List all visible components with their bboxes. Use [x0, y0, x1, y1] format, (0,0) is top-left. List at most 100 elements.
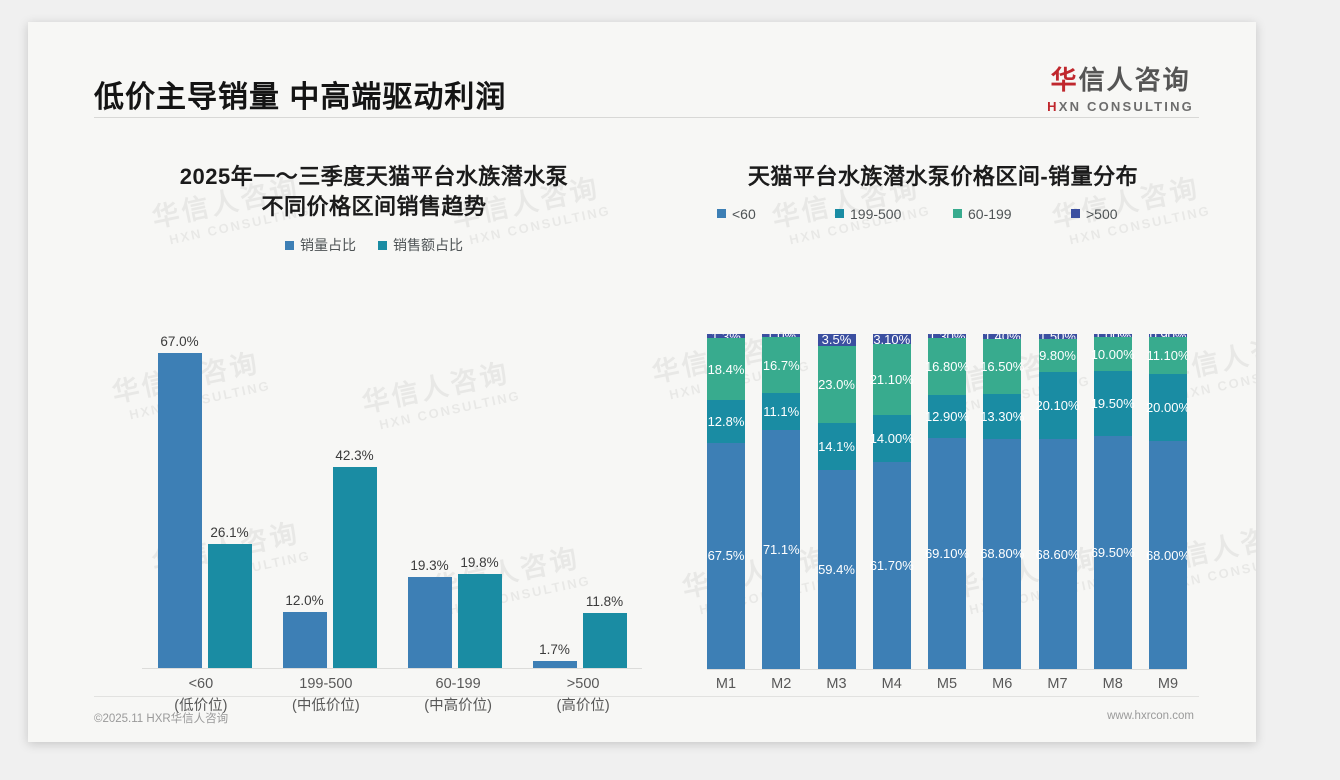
stacked-bar-segment[interactable]: 68.60% — [1035, 439, 1080, 669]
segment-value-label: 68.60% — [1035, 546, 1080, 562]
segment-value-label: 71.1% — [762, 542, 800, 558]
segment-value-label: 1.50% — [1039, 334, 1076, 344]
segment-value-label: 59.4% — [818, 561, 855, 577]
stacked-bar-segment[interactable]: 23.0% — [817, 345, 856, 423]
category-name: 60-199 — [435, 676, 481, 692]
stacked-bar-segment[interactable]: 11.1% — [762, 393, 801, 431]
stacked-bar-column[interactable]: 1.30%16.80%12.90%69.10% — [925, 334, 969, 669]
stacked-bar-column[interactable]: 3.10% 21.10% 14.00% 61.70% — [869, 334, 914, 669]
x-axis-category: M4 — [881, 676, 902, 692]
bar[interactable] — [582, 613, 627, 669]
bar-value-label: 26.1% — [210, 525, 249, 540]
chart-legend-sales-trend: 销量占比 销售额占比 — [94, 235, 654, 255]
stacked-bar-column[interactable]: 1.0%16.7%11.1%71.1% — [762, 334, 801, 669]
bar-column[interactable]: 67.0% — [157, 334, 202, 669]
bar-column[interactable]: 42.3% — [332, 334, 377, 669]
segment-value-label: 21.10% — [869, 372, 914, 388]
stacked-bar-segment[interactable]: 71.1% — [762, 430, 801, 669]
stacked-bar-column[interactable]: 0.90%11.10%20.00%68.00% — [1146, 334, 1187, 669]
category-sublabel: (低价位) — [174, 697, 228, 714]
legend-item-2[interactable]: 销售额占比 — [378, 235, 463, 255]
slide-footer: ©2025.11 HXR华信人咨询 www.hxrcon.com — [28, 696, 1256, 742]
stacked-bar-segment[interactable]: 11.10% — [1146, 337, 1187, 375]
bar[interactable] — [407, 577, 452, 669]
legend-item-2[interactable]: 199-500 — [835, 206, 953, 222]
bar-group: 67.0% 26.1% — [157, 334, 252, 669]
stacked-bar-segment[interactable]: 69.10% — [925, 437, 969, 669]
legend-label: 销售额占比 — [393, 237, 463, 254]
stacked-bar-segment[interactable]: 3.5% — [817, 334, 856, 347]
legend-swatch-icon — [378, 240, 387, 250]
stacked-bar-segment[interactable]: 3.10% — [872, 334, 911, 347]
stacked-bar-segment[interactable]: 68.00% — [1146, 441, 1187, 669]
bar-group: 1.7% 11.8% — [532, 334, 627, 669]
legend-item-1[interactable]: 销量占比 — [285, 235, 356, 255]
segment-value-label: 16.7% — [762, 357, 800, 373]
segment-value-label: 23.0% — [818, 376, 855, 392]
company-logo: 华信人咨询 HXN CONSULTING — [1047, 60, 1194, 114]
stacked-bar-segment[interactable]: 67.5% — [707, 442, 745, 669]
stacked-bar-column[interactable]: 1.3%18.4%12.8%67.5% — [707, 334, 745, 669]
footer-divider — [94, 696, 1199, 697]
stacked-bar-segment[interactable]: 10.00% — [1091, 337, 1135, 371]
x-axis-category: >500 (高价位) — [557, 674, 610, 718]
stacked-bar-segment[interactable]: 18.4% — [707, 338, 745, 400]
stacked-bar-segment[interactable]: 16.7% — [762, 337, 801, 394]
legend-label: >500 — [1086, 205, 1118, 222]
bar[interactable] — [282, 612, 327, 669]
stacked-bar-segment[interactable]: 21.10% — [869, 344, 914, 416]
x-axis-category: M2 — [771, 676, 792, 692]
bar[interactable] — [532, 661, 577, 669]
bar-column[interactable]: 26.1% — [207, 334, 252, 669]
x-axis-category: M1 — [715, 676, 737, 692]
stacked-bar-segment[interactable]: 13.30% — [980, 393, 1024, 439]
stacked-bar-segment[interactable]: 14.1% — [817, 422, 856, 470]
stacked-bar-segment[interactable]: 68.80% — [980, 438, 1024, 669]
stacked-bar-segment[interactable]: 1.50% — [1038, 334, 1077, 344]
stacked-bar-segment[interactable]: 20.10% — [1035, 371, 1080, 440]
bar[interactable] — [332, 467, 377, 669]
stacked-bar-segment[interactable]: 12.90% — [925, 394, 969, 438]
bar-column[interactable]: 1.7% — [532, 334, 577, 669]
x-axis-categories-sales-trend: <60 (低价位) 199-500 (中低价位) 60-199 (中高价位) >500 (高价… — [142, 674, 642, 718]
chart-title-volume-distribution: 天猫平台水族潜水泵价格区间-销量分布 — [683, 162, 1203, 192]
slide: 华信人咨询 HXN CONSULTING 华信人咨询 HXN CONSULTING 华信… — [28, 22, 1256, 742]
bar[interactable] — [207, 544, 252, 669]
category-name: <60 — [188, 676, 214, 692]
stacked-bar-segment[interactable]: 19.50% — [1090, 370, 1135, 437]
legend-swatch-icon — [1071, 209, 1080, 219]
legend-label: 199-500 — [850, 205, 902, 222]
stacked-bar-segment[interactable]: 61.70% — [870, 461, 914, 669]
bar-column[interactable]: 19.3% — [407, 334, 452, 669]
footer-copyright: ©2025.11 HXR华信人咨询 — [94, 713, 229, 725]
stacked-bar-segment[interactable]: 9.80% — [1038, 339, 1077, 372]
bar[interactable] — [157, 353, 202, 669]
stacked-bar-column[interactable]: 1.40%16.50%13.30%68.80% — [980, 334, 1024, 669]
x-axis-category: 60-199 (中高价位) — [424, 674, 492, 718]
legend-swatch-icon — [835, 209, 844, 219]
stacked-bar-segment[interactable]: 59.4% — [817, 470, 856, 669]
bar-value-label: 42.3% — [335, 448, 374, 463]
segment-value-label: 19.50% — [1090, 396, 1135, 411]
bar-column[interactable]: 12.0% — [282, 334, 327, 669]
legend-item-1[interactable]: <60 — [717, 206, 835, 222]
plot-area-volume-distribution: 1.3%18.4%12.8%67.5%1.0%16.7%11.1%71.1%3.… — [707, 334, 1187, 669]
stacked-bar-segment[interactable]: 20.00% — [1146, 374, 1187, 442]
stacked-bar-segment[interactable]: 16.50% — [980, 338, 1024, 394]
stacked-bar-segment[interactable]: 16.80% — [925, 338, 969, 395]
stacked-bar-column[interactable]: 3.5% 23.0% 14.1% 59.4% — [817, 334, 856, 669]
stacked-bar-column[interactable]: 1.00%10.00%19.50%69.50% — [1090, 334, 1135, 669]
bar-column[interactable]: 19.8% — [457, 334, 502, 669]
x-axis-categories-volume-distribution: M1 M2 M3 M4 M5 M6 M7 M8 M9 — [707, 674, 1187, 696]
bar-column[interactable]: 11.8% — [582, 334, 627, 669]
stacked-bar-column[interactable]: 1.50% 9.80% 20.10% 68.60% — [1035, 334, 1080, 669]
stacked-bar-segment[interactable]: 69.50% — [1091, 436, 1135, 669]
legend-item-4[interactable]: >500 — [1071, 206, 1189, 222]
legend-item-3[interactable]: 60-199 — [953, 206, 1071, 222]
segment-value-label: 20.10% — [1035, 398, 1080, 413]
x-axis-category: M5 — [936, 676, 958, 692]
stacked-bar-segment[interactable]: 14.00% — [870, 415, 914, 462]
bar[interactable] — [457, 574, 502, 669]
stacked-bar-segment[interactable]: 12.8% — [707, 399, 745, 443]
plot-area-sales-trend: 67.0% 26.1% 12.0% 42.3% 19.3% 19.8% 1.7% 11.8% — [142, 334, 642, 669]
